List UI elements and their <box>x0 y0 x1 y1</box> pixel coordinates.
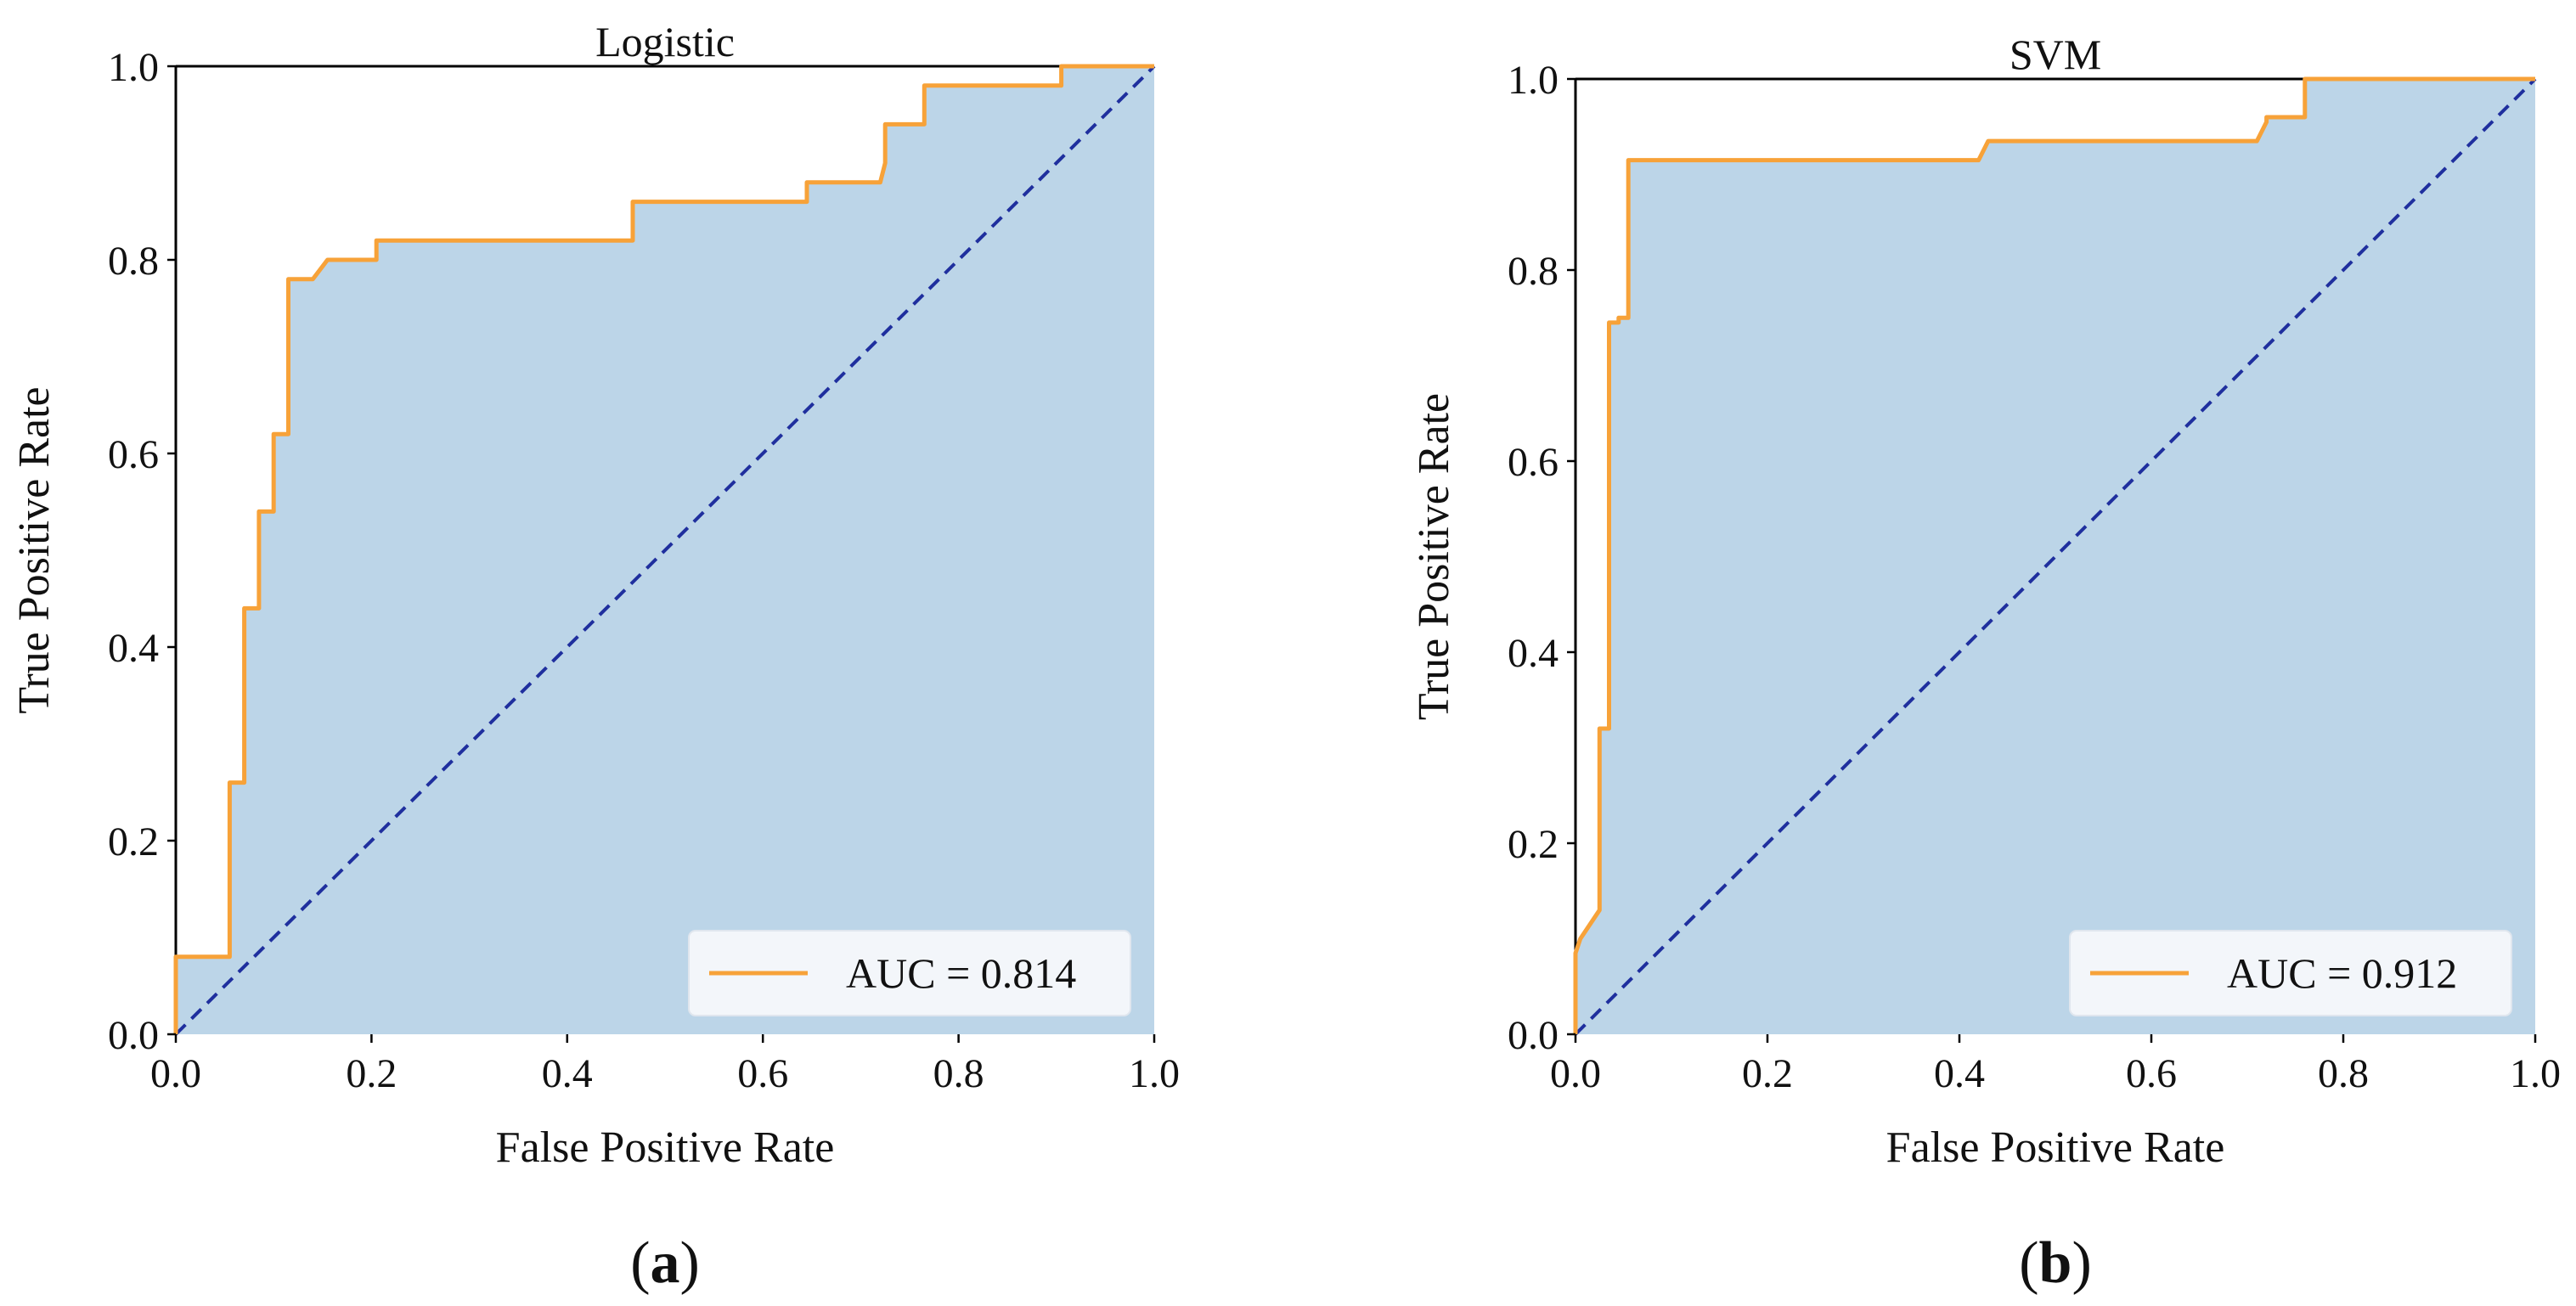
y-tick-label-b: 0.8 <box>1508 249 1559 294</box>
x-axis-label-a: False Positive Rate <box>496 1123 835 1172</box>
x-tick-label-b: 0.6 <box>2126 1051 2177 1096</box>
y-tick-label-a: 0.0 <box>108 1013 159 1058</box>
legend-a: AUC = 0.814 <box>688 930 1131 1016</box>
y-tick-label-a: 1.0 <box>108 45 159 90</box>
x-tick-label-b: 0.4 <box>1934 1051 1985 1096</box>
y-tick-label-b: 0.0 <box>1508 1013 1559 1058</box>
chart-title-a: Logistic <box>595 18 735 65</box>
legend-label-a: AUC = 0.814 <box>846 949 1076 997</box>
chart-title-b: SVM <box>2010 31 2101 78</box>
roc-curve-line-b <box>1573 76 2535 1034</box>
x-axis-label-b: False Positive Rate <box>1886 1123 2225 1172</box>
x-tick-label-a: 0.4 <box>542 1051 593 1096</box>
roc-curve-line-a <box>173 64 1154 1034</box>
y-tick-label-a: 0.8 <box>108 239 159 284</box>
chart-panel-a: 0.0 0.2 0.4 0.6 0.8 1.0 0.0 0.2 0.4 0.6 0.8 1.0 Logi… <box>10 18 1180 1296</box>
y-tick-label-b: 0.4 <box>1508 631 1559 676</box>
chart-panel-b: 0.0 0.2 0.4 0.6 0.8 1.0 0.0 0.2 0.4 0.6 0.8 1.0 SVM F… <box>1410 31 2561 1296</box>
x-tick-label-b: 0.8 <box>2318 1051 2369 1096</box>
x-tick-label-a: 0.6 <box>737 1051 788 1096</box>
chance-diagonal-line-b <box>1574 77 2537 1036</box>
y-tick-label-a: 0.2 <box>108 819 159 864</box>
x-tick-label-b: 0.0 <box>1550 1051 1601 1096</box>
y-tick-label-a: 0.6 <box>108 432 159 477</box>
legend-box-a <box>688 930 1131 1016</box>
x-tick-label-a: 0.2 <box>346 1051 397 1096</box>
panel-label-a: (a) <box>630 1230 700 1296</box>
x-tick-label-a: 0.0 <box>150 1051 201 1096</box>
y-tick-label-a: 0.4 <box>108 626 159 671</box>
y-tick-label-b: 1.0 <box>1508 58 1559 103</box>
chance-diagonal-line-a <box>174 65 1156 1036</box>
y-axis-label-a: True Positive Rate <box>10 386 59 713</box>
y-tick-label-b: 0.2 <box>1508 822 1559 867</box>
y-axis-label-b: True Positive Rate <box>1410 393 1458 720</box>
x-tick-label-a: 1.0 <box>1129 1051 1180 1096</box>
legend-label-b: AUC = 0.912 <box>2227 949 2457 997</box>
legend-b: AUC = 0.912 <box>2069 930 2512 1016</box>
x-tick-label-b: 0.2 <box>1742 1051 1793 1096</box>
x-tick-label-a: 0.8 <box>933 1051 984 1096</box>
legend-box-b <box>2069 930 2512 1016</box>
y-tick-label-b: 0.6 <box>1508 440 1559 485</box>
panel-label-b: (b) <box>2019 1230 2092 1296</box>
x-tick-label-b: 1.0 <box>2510 1051 2561 1096</box>
